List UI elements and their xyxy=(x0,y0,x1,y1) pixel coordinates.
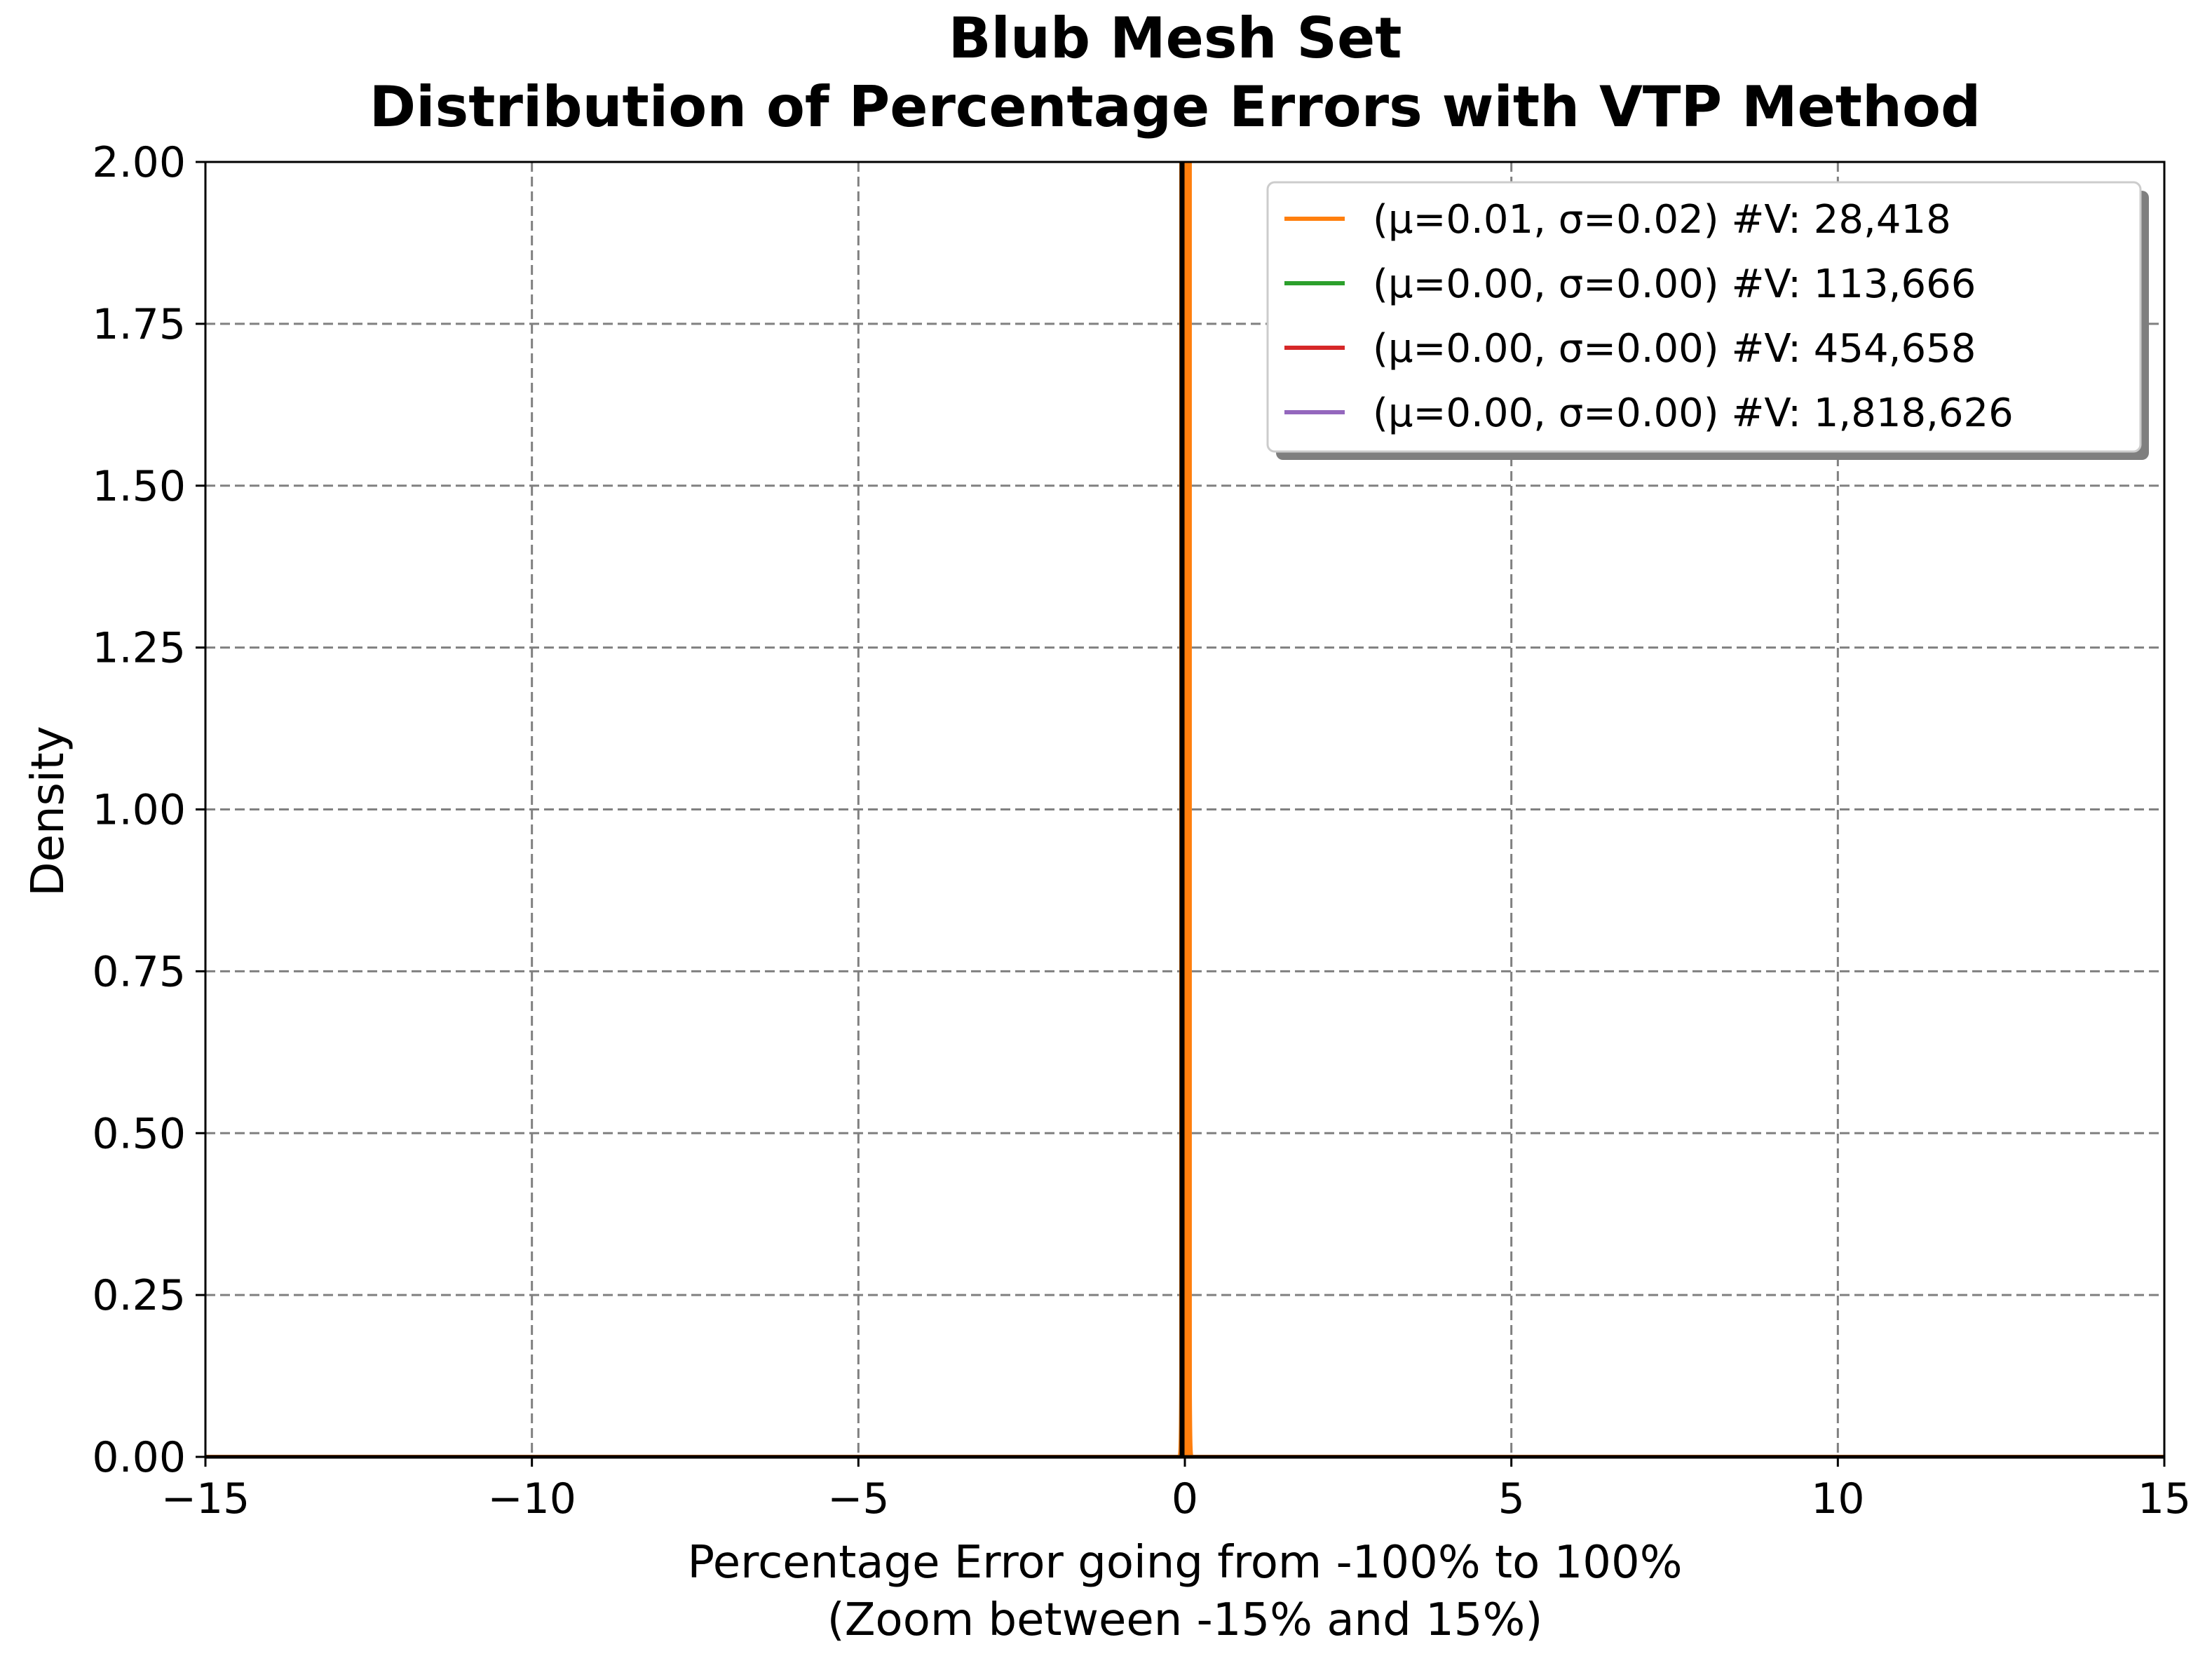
x-tick-label: 10 xyxy=(1811,1474,1864,1523)
y-tick-label: 1.50 xyxy=(92,462,186,511)
x-axis-label: Percentage Error going from -100% to 100… xyxy=(687,1537,1682,1589)
y-tick-label: 0.00 xyxy=(92,1433,186,1482)
y-tick-label: 0.25 xyxy=(92,1271,186,1320)
y-tick-label: 0.50 xyxy=(92,1109,186,1158)
x-tick-label: −10 xyxy=(487,1474,576,1523)
y-axis-label: Density xyxy=(22,726,74,896)
chart-subtitle: Distribution of Percentage Errors with V… xyxy=(369,74,1981,140)
y-tick-label: 0.75 xyxy=(92,947,186,996)
chart-title: Blub Mesh Set xyxy=(949,6,1402,71)
legend-label-3: (μ=0.00, σ=0.00) #V: 454,658 xyxy=(1373,326,1976,372)
x-tick-label: 15 xyxy=(2138,1474,2191,1523)
y-tick-label: 1.75 xyxy=(92,300,186,349)
legend-label-1: (μ=0.01, σ=0.02) #V: 28,418 xyxy=(1373,197,1951,243)
legend-box xyxy=(1266,181,2142,453)
tick-labels: −15 −10 −5 0 5 10 15 0.00 0.25 0.50 0.75 1.00 1.25 1.… xyxy=(92,138,2191,1523)
axes xyxy=(196,161,2166,1467)
y-tick-label: 2.00 xyxy=(92,138,186,187)
legend-label-2: (μ=0.00, σ=0.00) #V: 113,666 xyxy=(1373,262,1976,307)
y-tick-label: 1.00 xyxy=(92,786,186,835)
x-tick-label: 0 xyxy=(1172,1474,1198,1523)
series-lines xyxy=(205,162,2164,1457)
legend: (μ=0.01, σ=0.02) #V: 28,418 (μ=0.00, σ=0.… xyxy=(1266,181,2149,460)
x-tick-label: 5 xyxy=(1498,1474,1525,1523)
x-tick-label: −15 xyxy=(161,1474,250,1523)
legend-label-4: (μ=0.00, σ=0.00) #V: 1,818,626 xyxy=(1373,391,2014,436)
x-tick-label: −5 xyxy=(827,1474,889,1523)
x-axis-label-zoom: (Zoom between -15% and 15%) xyxy=(827,1594,1543,1646)
y-tick-label: 1.25 xyxy=(92,624,186,673)
